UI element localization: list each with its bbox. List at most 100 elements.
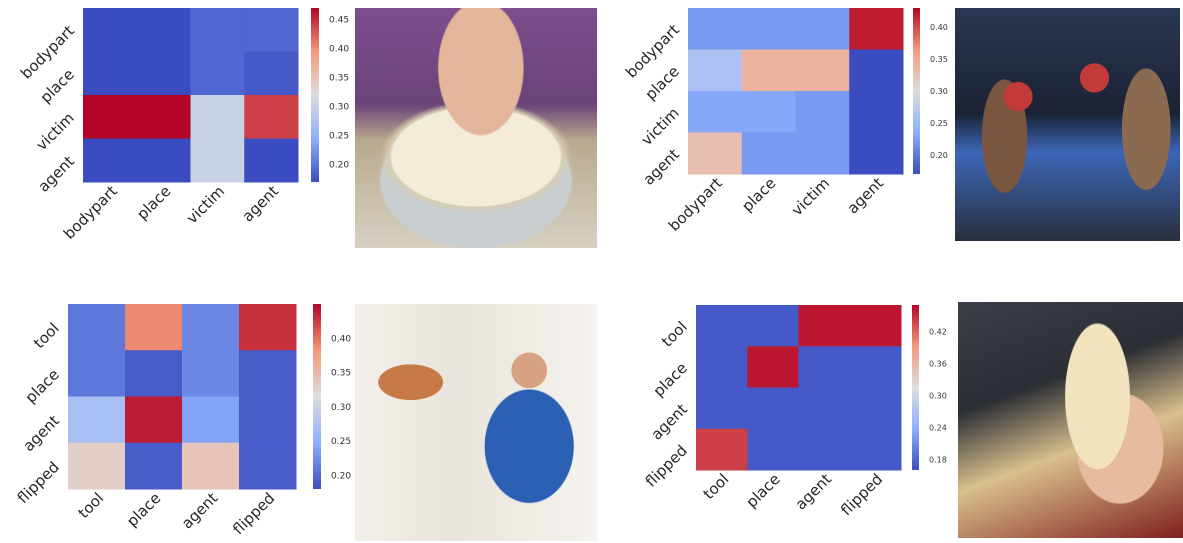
heatmap-cell-3-4-2 [125, 442, 183, 490]
heatmap-cell-1-1-3 [190, 8, 245, 52]
heatmap-cell-2-4-4 [849, 132, 904, 175]
boxing-match-photo [955, 8, 1180, 241]
col-label-4-4: flipped [837, 470, 886, 519]
colorbar-tick-4-1: 0.18 [929, 455, 947, 464]
kitchen-pancake-photo [355, 304, 597, 541]
heatmap-cell-3-3-1 [68, 396, 126, 444]
colorbar-tick-3-3: 0.30 [331, 403, 351, 413]
heatmap-cell-4-3-4 [849, 387, 902, 430]
heatmap-cell-3-1-1 [68, 304, 126, 351]
heatmap-cell-1-2-4 [244, 51, 299, 96]
heatmap-cell-3-4-3 [182, 442, 240, 490]
colorbar-tick-1-4: 0.35 [329, 74, 349, 84]
heatmap-cell-2-1-4 [849, 8, 904, 50]
row-label-3-1: tool [30, 319, 63, 352]
colorbar-tick-3-5: 0.40 [331, 334, 351, 344]
heatmap-cell-2-1-2 [741, 8, 796, 50]
colorbar-2 [913, 8, 920, 174]
col-label-3-3: agent [178, 489, 221, 532]
row-label-4-3: agent [647, 400, 690, 443]
row-label-2-4: agent [639, 145, 682, 188]
heatmap-cell-4-2-4 [849, 346, 902, 388]
colorbar-tick-4-4: 0.36 [929, 360, 947, 369]
colorbar-tick-2-5: 0.40 [930, 23, 948, 32]
heatmap-cell-3-3-4 [239, 396, 297, 444]
colorbar-tick-2-3: 0.30 [930, 87, 948, 96]
heatmap-cell-4-3-3 [798, 387, 851, 430]
heatmap-cell-4-2-1 [696, 346, 748, 388]
col-label-2-3: victim [788, 174, 833, 219]
row-label-1-4: agent [34, 152, 77, 195]
heatmap-cell-4-4-2 [747, 428, 799, 471]
row-label-3-2: place [22, 365, 63, 406]
colorbar-tick-1-1: 0.20 [329, 161, 349, 171]
heatmap-cell-4-3-2 [747, 387, 799, 430]
col-label-1-2: place [133, 182, 174, 223]
col-label-2-2: place [738, 174, 779, 215]
colorbar-tick-1-5: 0.40 [329, 45, 349, 55]
heatmap-cell-3-3-3 [182, 396, 240, 444]
colorbar-tick-1-3: 0.30 [329, 103, 349, 113]
heatmap-cell-1-3-1 [83, 95, 138, 139]
heatmap-cell-3-1-2 [125, 304, 183, 351]
book-pages-photo [958, 302, 1183, 538]
heatmap-cell-3-2-4 [239, 350, 297, 397]
colorbar-tick-3-2: 0.25 [331, 437, 351, 447]
heatmap-cell-1-4-3 [190, 138, 245, 183]
row-label-2-3: victim [638, 104, 683, 149]
heatmap-cell-4-3-1 [696, 387, 748, 430]
row-label-4-4: flipped [642, 441, 691, 490]
row-label-4-1: tool [658, 318, 691, 351]
heatmap-cell-1-3-2 [136, 95, 191, 139]
heatmap-cell-3-4-4 [239, 442, 297, 490]
colorbar-tick-4-5: 0.42 [929, 328, 947, 337]
heatmap-cell-3-1-4 [239, 304, 297, 351]
heatmap-cell-2-1-1 [688, 8, 743, 50]
heatmap-cell-2-2-4 [849, 49, 904, 92]
heatmap-cell-2-3-3 [795, 91, 850, 133]
row-label-1-3: victim [33, 109, 78, 154]
heatmap-cell-4-1-1 [696, 305, 748, 347]
heatmap-cell-2-1-3 [795, 8, 850, 50]
heatmap-cell-3-4-1 [68, 442, 126, 490]
heatmap-cell-1-1-2 [136, 8, 191, 52]
heatmap-cell-2-3-2 [741, 91, 796, 133]
col-label-3-1: tool [75, 489, 108, 522]
row-label-1-2: place [37, 65, 78, 106]
heatmap-cell-3-1-3 [182, 304, 240, 351]
heatmap-cell-4-4-4 [849, 428, 902, 471]
colorbar-tick-2-4: 0.35 [930, 55, 948, 64]
heatmap-cell-1-2-1 [83, 51, 138, 96]
heatmap-cell-3-3-2 [125, 396, 183, 444]
heatmap-cell-1-1-4 [244, 8, 299, 52]
row-label-3-4: flipped [14, 458, 63, 507]
col-label-3-4: flipped [229, 489, 278, 538]
heatmap-cell-1-2-3 [190, 51, 245, 96]
colorbar-tick-2-1: 0.20 [930, 151, 948, 160]
col-label-1-4: agent [239, 182, 282, 225]
col-label-4-2: place [742, 470, 783, 511]
col-label-4-3: agent [792, 470, 835, 513]
col-label-4-1: tool [700, 470, 733, 503]
heatmap-cell-2-4-1 [688, 132, 743, 175]
heatmap-cell-4-4-1 [696, 428, 748, 471]
col-label-1-1: bodypart [60, 182, 121, 243]
heatmap-cell-1-1-1 [83, 8, 138, 52]
heatmap-cell-1-4-2 [136, 138, 191, 183]
colorbar-tick-1-6: 0.45 [329, 16, 349, 26]
heatmap-cell-3-2-1 [68, 350, 126, 397]
heatmap-cell-2-2-2 [741, 49, 796, 92]
heatmap-cell-4-1-2 [747, 305, 799, 347]
dough-bowl-photo [355, 8, 597, 248]
colorbar-4 [912, 305, 919, 470]
colorbar-tick-4-3: 0.30 [929, 391, 947, 400]
col-label-1-3: victim [183, 182, 228, 227]
heatmap-cell-4-2-3 [798, 346, 851, 388]
heatmap-cell-4-1-3 [798, 305, 851, 347]
heatmap-cell-2-4-2 [741, 132, 796, 175]
